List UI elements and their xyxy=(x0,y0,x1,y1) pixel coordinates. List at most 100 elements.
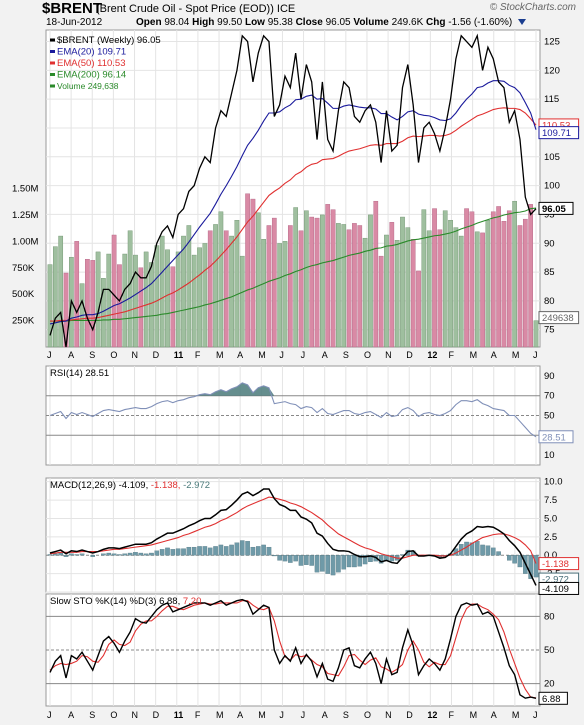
volume-bar xyxy=(207,230,213,348)
volume-bar xyxy=(149,262,154,348)
macd-histogram-bar xyxy=(362,555,368,565)
volume-tag-box xyxy=(538,311,580,325)
macd-histogram-bar xyxy=(122,553,128,556)
ema20-tag: 109.71 xyxy=(542,128,571,139)
macd-histogram-bar xyxy=(69,553,74,556)
macd-histogram-bar xyxy=(490,547,496,556)
x-tick-label: M xyxy=(216,710,224,720)
macd-histogram-bar xyxy=(127,552,133,556)
volume-tick-label: 1.25M xyxy=(12,210,38,221)
macd-histogram-bar xyxy=(298,555,304,566)
macd-histogram-bar xyxy=(464,541,469,556)
macd-signal-tag-box xyxy=(538,557,580,571)
volume-tick-label: 1.00M xyxy=(12,236,38,247)
macd-histogram-bar xyxy=(143,553,149,556)
macd-histogram-bar xyxy=(53,553,58,556)
macd-histogram-bar xyxy=(245,541,250,556)
macd-histogram-bar xyxy=(357,555,363,567)
volume-bar xyxy=(229,235,234,348)
macd-histogram-bar xyxy=(309,555,314,566)
y-tick-label: 0.0 xyxy=(544,550,557,561)
x-tick-label: O xyxy=(364,710,371,720)
ticker-symbol: $BRENT xyxy=(42,0,103,17)
low-value: 95.38 xyxy=(267,17,293,28)
volume-bar xyxy=(234,219,240,348)
macd-histogram-bar xyxy=(79,553,85,556)
volume-bar xyxy=(85,259,90,348)
volume-bar xyxy=(362,237,368,348)
close-value: 96.05 xyxy=(325,17,351,28)
x-tick-label: S xyxy=(343,350,349,360)
x-tick-label: A xyxy=(491,350,497,360)
volume-bar xyxy=(421,209,427,348)
volume-bar xyxy=(111,234,117,348)
volume-value: 249.6K xyxy=(391,17,424,28)
close-label: Close xyxy=(295,17,323,28)
volume-bar xyxy=(218,211,224,348)
volume-bar xyxy=(432,208,437,348)
x-tick-label: F xyxy=(448,350,454,360)
macd-histogram-bar xyxy=(266,546,272,556)
sto-k-line xyxy=(49,598,537,699)
y-tick-label: 85 xyxy=(544,267,555,278)
volume-bar xyxy=(320,214,325,348)
volume-bar xyxy=(304,210,309,348)
volume-bar xyxy=(517,225,523,348)
macd-histogram-bar xyxy=(314,555,320,573)
macd-histogram-bar xyxy=(74,554,79,556)
volume-bar xyxy=(191,254,197,348)
series-line-1 xyxy=(49,80,537,325)
volume-bar xyxy=(186,225,192,348)
y-tick-label: 120 xyxy=(544,65,560,76)
chg-label: Chg xyxy=(426,17,446,28)
series-line-0 xyxy=(49,33,537,348)
macd-histogram-bar xyxy=(229,544,234,556)
volume-bar xyxy=(255,212,261,348)
x-tick-label: F xyxy=(195,350,201,360)
volume-bar xyxy=(239,255,245,348)
volume-bar xyxy=(506,210,512,348)
macd-histogram-bar xyxy=(202,546,208,556)
x-tick-label: 12 xyxy=(427,350,437,360)
volume-tag: 249638 xyxy=(542,313,574,324)
macd-histogram-bar xyxy=(325,555,331,574)
x-tick-label: D xyxy=(406,710,413,720)
volume-bar xyxy=(143,251,149,348)
macd-histogram-bar xyxy=(485,545,491,556)
volume-bar xyxy=(245,193,250,348)
x-tick-label: M xyxy=(216,350,224,360)
volume-bar xyxy=(154,245,160,348)
macd-histogram-bar xyxy=(117,554,122,556)
volume-bar xyxy=(357,225,363,348)
volume-bar xyxy=(202,243,208,348)
volume-bar xyxy=(389,222,395,348)
volume-bar xyxy=(58,235,64,348)
macd-histogram-bar xyxy=(234,542,240,556)
macd-histogram-bar xyxy=(218,544,224,556)
volume-tick-label: 250K xyxy=(12,316,35,327)
macd-histogram-bar xyxy=(528,555,533,579)
volume-bar xyxy=(175,251,181,348)
x-tick-label: N xyxy=(132,710,139,720)
legend-label: Volume 249,638 xyxy=(57,81,119,91)
x-tick-label: 11 xyxy=(174,710,184,720)
chevron-down-icon[interactable] xyxy=(517,19,526,26)
x-tick-label: M xyxy=(512,710,520,720)
volume-bar xyxy=(213,224,218,348)
volume-bar xyxy=(533,320,539,348)
y-tick-label: 10 xyxy=(544,450,555,461)
low-label: Low xyxy=(244,17,265,28)
open-value: 98.04 xyxy=(164,17,190,28)
x-tick-label: J xyxy=(47,350,52,360)
volume-bar xyxy=(410,239,416,348)
macd-histogram-bar xyxy=(517,555,523,568)
macd-histogram-bar xyxy=(282,555,288,562)
x-tick-label: J xyxy=(533,350,538,360)
x-tick-label: M xyxy=(258,710,266,720)
macd-histogram-bar xyxy=(213,546,218,556)
x-tick-label: A xyxy=(322,350,328,360)
volume-bar xyxy=(512,200,517,348)
x-tick-label: A xyxy=(68,710,74,720)
volume-bar xyxy=(277,243,282,348)
